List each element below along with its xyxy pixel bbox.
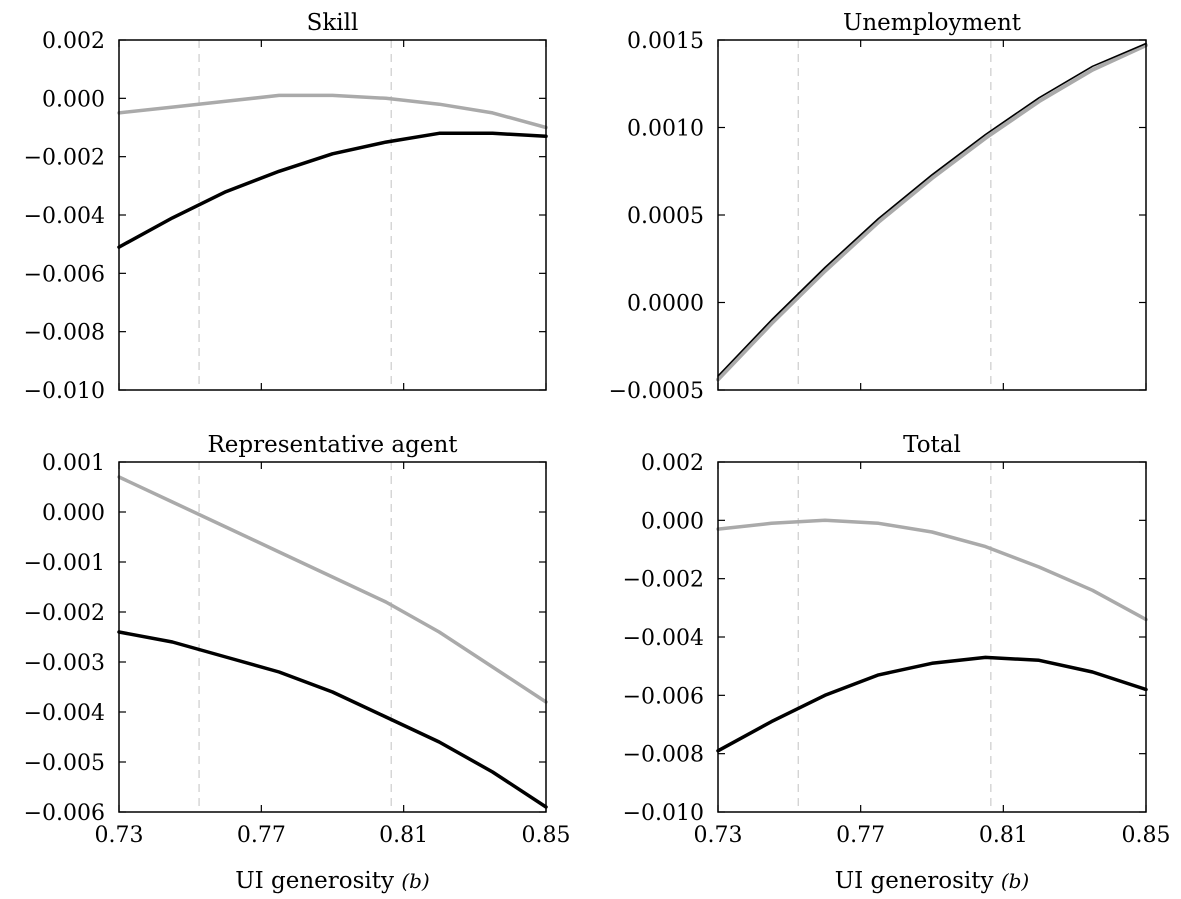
- y-tick-label: 0.001: [42, 451, 105, 476]
- series-line-black: [717, 42, 1147, 377]
- x-tick-label: 0.73: [95, 823, 144, 848]
- y-tick-label: −0.010: [623, 801, 704, 826]
- x-tick-label: 0.85: [522, 823, 571, 848]
- x-axis-symbol: (b): [1001, 869, 1029, 893]
- x-tick-label: 0.85: [1122, 823, 1171, 848]
- x-tick-label: 0.73: [694, 823, 743, 848]
- x-axis-label: UI generosity (b): [235, 868, 430, 894]
- plot-frame: [717, 461, 1147, 813]
- y-tick-label: 0.000: [42, 501, 105, 526]
- y-tick-label: −0.001: [24, 551, 105, 576]
- panel-title: Total: [903, 432, 961, 458]
- y-tick-label: −0.008: [24, 321, 105, 346]
- series-line-gray: [117, 93, 548, 130]
- series-line-gray: [716, 43, 1148, 382]
- y-tick-label: 0.002: [42, 29, 105, 54]
- y-tick-label: −0.005: [24, 751, 105, 776]
- x-tick-label: 0.81: [379, 823, 428, 848]
- y-tick-label: −0.004: [623, 626, 704, 651]
- y-tick-label: −0.010: [24, 379, 105, 404]
- panel-title: Skill: [307, 10, 359, 36]
- y-tick-label: −0.003: [24, 651, 105, 676]
- panel-title: Representative agent: [207, 432, 458, 458]
- y-tick-label: −0.002: [24, 146, 105, 171]
- y-tick-label: 0.0010: [627, 117, 704, 142]
- y-tick-label: −0.006: [24, 262, 105, 287]
- x-tick-label: 0.77: [836, 823, 885, 848]
- panel-1: 0.002 0.000 −0.002 −0.004 −0.006 −0.008 −0.010…: [24, 10, 548, 404]
- y-tick-label: −0.004: [24, 701, 105, 726]
- x-axis-symbol: (b): [401, 869, 429, 893]
- panel-4: 0.002 0.000 −0.002 −0.004 −0.006 −0.008 −0.010…: [623, 432, 1171, 894]
- y-tick-label: −0.008: [623, 743, 704, 768]
- series-line-black: [117, 131, 548, 249]
- plot-frame: [717, 39, 1147, 391]
- y-tick-label: −0.004: [24, 204, 105, 229]
- y-tick-label: −0.002: [24, 601, 105, 626]
- panel-2: 0.0015 0.0010 0.0005 0.0000 −0.0005 Unemploym…: [609, 10, 1148, 404]
- panel-3: 0.001 0.000 −0.001 −0.002 −0.003 −0.004 −0.005…: [24, 432, 571, 894]
- y-tick-label: 0.0005: [627, 204, 704, 229]
- series-line-black: [716, 655, 1148, 753]
- y-tick-label: 0.000: [641, 509, 704, 534]
- plot-frame: [118, 461, 547, 813]
- plot-frame: [118, 39, 547, 391]
- y-tick-label: 0.002: [641, 451, 704, 476]
- y-tick-label: −0.006: [623, 684, 704, 709]
- y-tick-label: 0.0000: [627, 292, 704, 317]
- series-line-black: [117, 630, 548, 809]
- series-line-gray: [716, 518, 1148, 622]
- y-tick-label: 0.000: [42, 87, 105, 112]
- x-tick-label: 0.77: [237, 823, 286, 848]
- x-axis-label: UI generosity (b): [835, 868, 1030, 894]
- y-tick-label: 0.0015: [627, 29, 704, 54]
- y-tick-label: −0.002: [623, 568, 704, 593]
- series-line-gray: [117, 475, 548, 704]
- panel-title: Unemployment: [843, 10, 1022, 36]
- y-tick-label: −0.0005: [609, 379, 704, 404]
- y-tick-label: −0.006: [24, 801, 105, 826]
- x-tick-label: 0.81: [979, 823, 1028, 848]
